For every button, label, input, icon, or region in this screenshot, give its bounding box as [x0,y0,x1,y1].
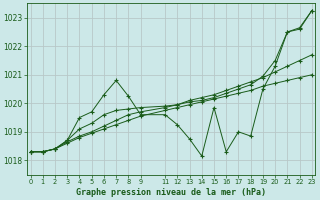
X-axis label: Graphe pression niveau de la mer (hPa): Graphe pression niveau de la mer (hPa) [76,188,266,197]
